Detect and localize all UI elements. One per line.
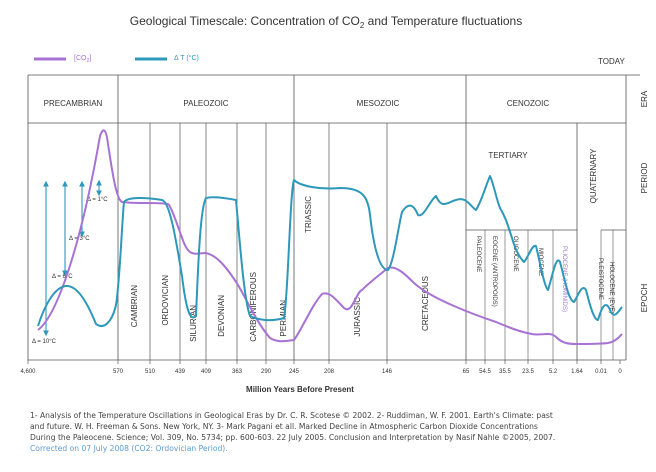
x-tick-label: 65 xyxy=(463,369,470,375)
legend: [CO2] Δ T (°C) xyxy=(34,54,199,64)
period-dividers xyxy=(149,123,388,360)
x-axis-title: Million Years Before Present xyxy=(246,385,354,394)
period-carboniferous: CARBONIFEROUS xyxy=(249,272,258,342)
x-tick-label: 245 xyxy=(289,369,300,375)
x-tick-label: 23.5 xyxy=(522,369,534,375)
x-tick-label: 5.2 xyxy=(549,369,558,375)
period-ordovician: ORDOVICIAN xyxy=(161,275,170,326)
quaternary-label: QUATERNARY xyxy=(589,148,598,203)
delta-arrows xyxy=(43,179,102,337)
chart-frame xyxy=(27,74,640,361)
x-tick-label: 510 xyxy=(145,369,156,375)
delta-label-10: Δ = 10°C xyxy=(32,339,57,345)
period-cretaceous: CRETACEOUS xyxy=(421,276,430,331)
epoch-labels: PALEOCENE EOCENE (ANTROPOIDS) OLIGOCENE … xyxy=(475,236,614,313)
period-jurassic: JURASSIC xyxy=(353,297,362,337)
x-tick-label: 146 xyxy=(382,369,393,375)
period-devonian: DEVONIAN xyxy=(217,295,226,337)
era-mesozoic: MESOZOIC xyxy=(357,99,400,108)
era-cenozoic: CENOZOIC xyxy=(507,99,549,108)
temperature-series-line xyxy=(37,175,623,327)
legend-temp-label: Δ T (°C) xyxy=(174,54,199,62)
era-precambrian: PRECAMBRIAN xyxy=(44,99,103,108)
tertiary-label: TERTIARY xyxy=(488,151,528,160)
footnote-line-1: 1- Analysis of the Temperature Oscillati… xyxy=(30,411,553,420)
era-paleozoic: PALEOZOIC xyxy=(183,99,228,108)
x-tick-label: 439 xyxy=(175,369,186,375)
x-tick-label: 0.01 xyxy=(595,369,607,375)
x-tick-label: 4,600 xyxy=(20,369,36,375)
x-tick-label: 35.5 xyxy=(499,369,511,375)
footnote-line-3: During the Paleocene. Science; Vol. 309,… xyxy=(30,433,556,442)
delta-label-3: Δ = 3°C xyxy=(69,236,90,242)
delta-labels: Δ = 1°C Δ = 3°C Δ = 6°C Δ = 10°C xyxy=(32,197,108,345)
footnotes: 1- Analysis of the Temperature Oscillati… xyxy=(30,410,630,454)
x-tick-label: 570 xyxy=(113,369,124,375)
right-label-epoch: EPOCH xyxy=(640,284,649,313)
epoch-paleocene: PALEOCENE xyxy=(475,236,481,272)
period-triassic: TRIASSIC xyxy=(304,196,313,233)
x-axis-ticks: 4,600 570 510 439 409 363 290 245 208 146 65 54.5 35… xyxy=(20,360,622,375)
footnote-line-2: and future. W. H. Freeman & Sons. New Yo… xyxy=(30,422,538,431)
period-cambrian: CAMBRIAN xyxy=(130,285,139,327)
x-tick-label: 409 xyxy=(201,369,212,375)
epoch-eocene: EOCENE (ANTROPOIDS) xyxy=(491,236,497,307)
delta-label-1: Δ = 1°C xyxy=(87,197,108,203)
delta-label-6: Δ = 6°C xyxy=(52,274,73,280)
epoch-dividers xyxy=(484,230,614,360)
chart-title: Geological Timescale: Concentration of C… xyxy=(130,14,522,30)
chart: Geological Timescale: Concentration of C… xyxy=(20,14,649,394)
x-tick-label: 290 xyxy=(261,369,272,375)
x-tick-label: 363 xyxy=(232,369,243,375)
x-tick-label: 1.64 xyxy=(571,369,583,375)
epoch-pleistocene: PLEISTOCENE xyxy=(597,258,603,300)
legend-co2-label: [CO2] xyxy=(74,55,91,64)
co2-series-line xyxy=(37,129,623,345)
right-label-period: PERIOD xyxy=(640,162,649,193)
period-silurian: SILURIAN xyxy=(189,305,198,342)
x-tick-label: 54.5 xyxy=(479,369,491,375)
x-tick-label: 0 xyxy=(618,369,622,375)
epoch-oligocene: OLIGOCENE xyxy=(512,236,518,272)
epoch-holocene: HOLOCENE (EVE) xyxy=(608,262,614,313)
x-tick-label: 208 xyxy=(324,369,335,375)
chart-title-subscript: 2 xyxy=(360,21,365,30)
footnote-correction: Corrected on 07 July 2008 (CO2: Ordovici… xyxy=(30,444,228,453)
right-label-era: ERA xyxy=(640,90,649,107)
today-label: TODAY xyxy=(598,57,625,66)
